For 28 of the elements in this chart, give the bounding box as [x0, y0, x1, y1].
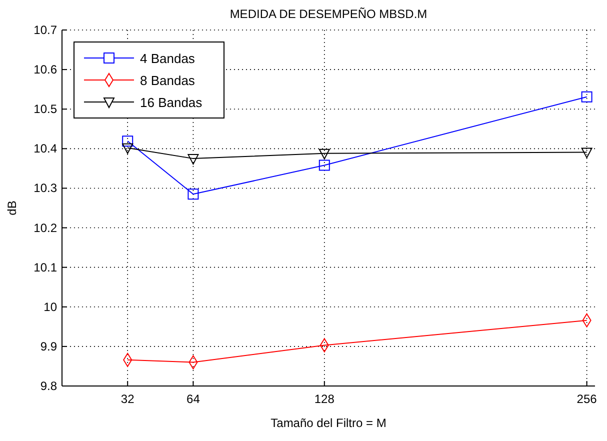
y-tick-label: 10.2 — [34, 220, 58, 235]
legend-label: 8 Bandas — [140, 73, 196, 88]
point — [581, 148, 592, 158]
y-tick-label: 10.3 — [34, 181, 58, 196]
legend-label: 16 Bandas — [140, 95, 203, 110]
point — [122, 136, 134, 147]
y-tick-label: 10.5 — [34, 102, 58, 116]
point — [581, 91, 592, 102]
x-axis-title: Tamaño del Filtro = M — [270, 416, 386, 430]
x-tick-label: 32 — [120, 392, 135, 406]
x-tick-label: 64 — [186, 392, 200, 406]
legend-label: 4 Bandas — [140, 51, 196, 66]
point — [318, 160, 330, 171]
y-tick-label: 10.1 — [34, 260, 58, 274]
point — [318, 148, 330, 160]
chart-title: MEDIDA DE DESEMPEÑO MBSD.M — [230, 7, 428, 21]
point — [188, 154, 199, 165]
x-tick-label: 128 — [314, 392, 335, 406]
y-axis-title: dB — [5, 200, 19, 216]
x-tick-label: 256 — [576, 392, 598, 406]
y-tick-label: 10.7 — [34, 23, 58, 37]
point — [122, 143, 134, 154]
point — [188, 188, 199, 200]
y-tick-label: 9.9 — [40, 339, 58, 354]
y-tick-label: 10.6 — [34, 62, 58, 77]
y-tick-label: 10 — [44, 300, 58, 314]
y-tick-label: 10.4 — [34, 142, 58, 156]
y-tick-label: 9.8 — [40, 379, 58, 393]
